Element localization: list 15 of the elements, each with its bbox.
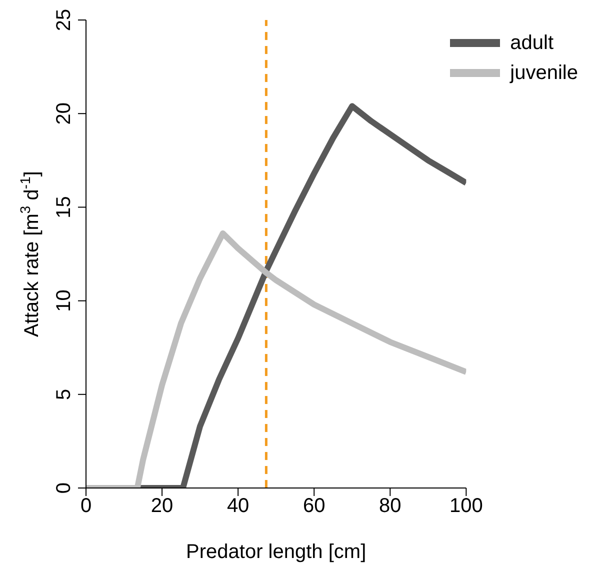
x-tick-label: 100: [449, 495, 483, 518]
legend-label: juvenile: [510, 61, 578, 86]
legend-label: adult: [510, 31, 554, 56]
x-tick-label: 80: [379, 495, 402, 518]
y-tick-label: 5: [53, 388, 75, 400]
x-tick-label: 40: [226, 495, 250, 518]
y-tick-label: 15: [53, 196, 75, 218]
x-tick-label: 0: [80, 495, 92, 518]
x-tick-label: 20: [150, 495, 174, 518]
y-tick-label: 10: [53, 290, 75, 312]
y-tick-label: 25: [53, 8, 75, 32]
x-axis-title: Predator length [cm]: [186, 541, 366, 563]
y-tick-label: 0: [53, 482, 75, 494]
y-tick-label: 20: [53, 102, 75, 125]
x-tick-label: 60: [302, 495, 326, 518]
